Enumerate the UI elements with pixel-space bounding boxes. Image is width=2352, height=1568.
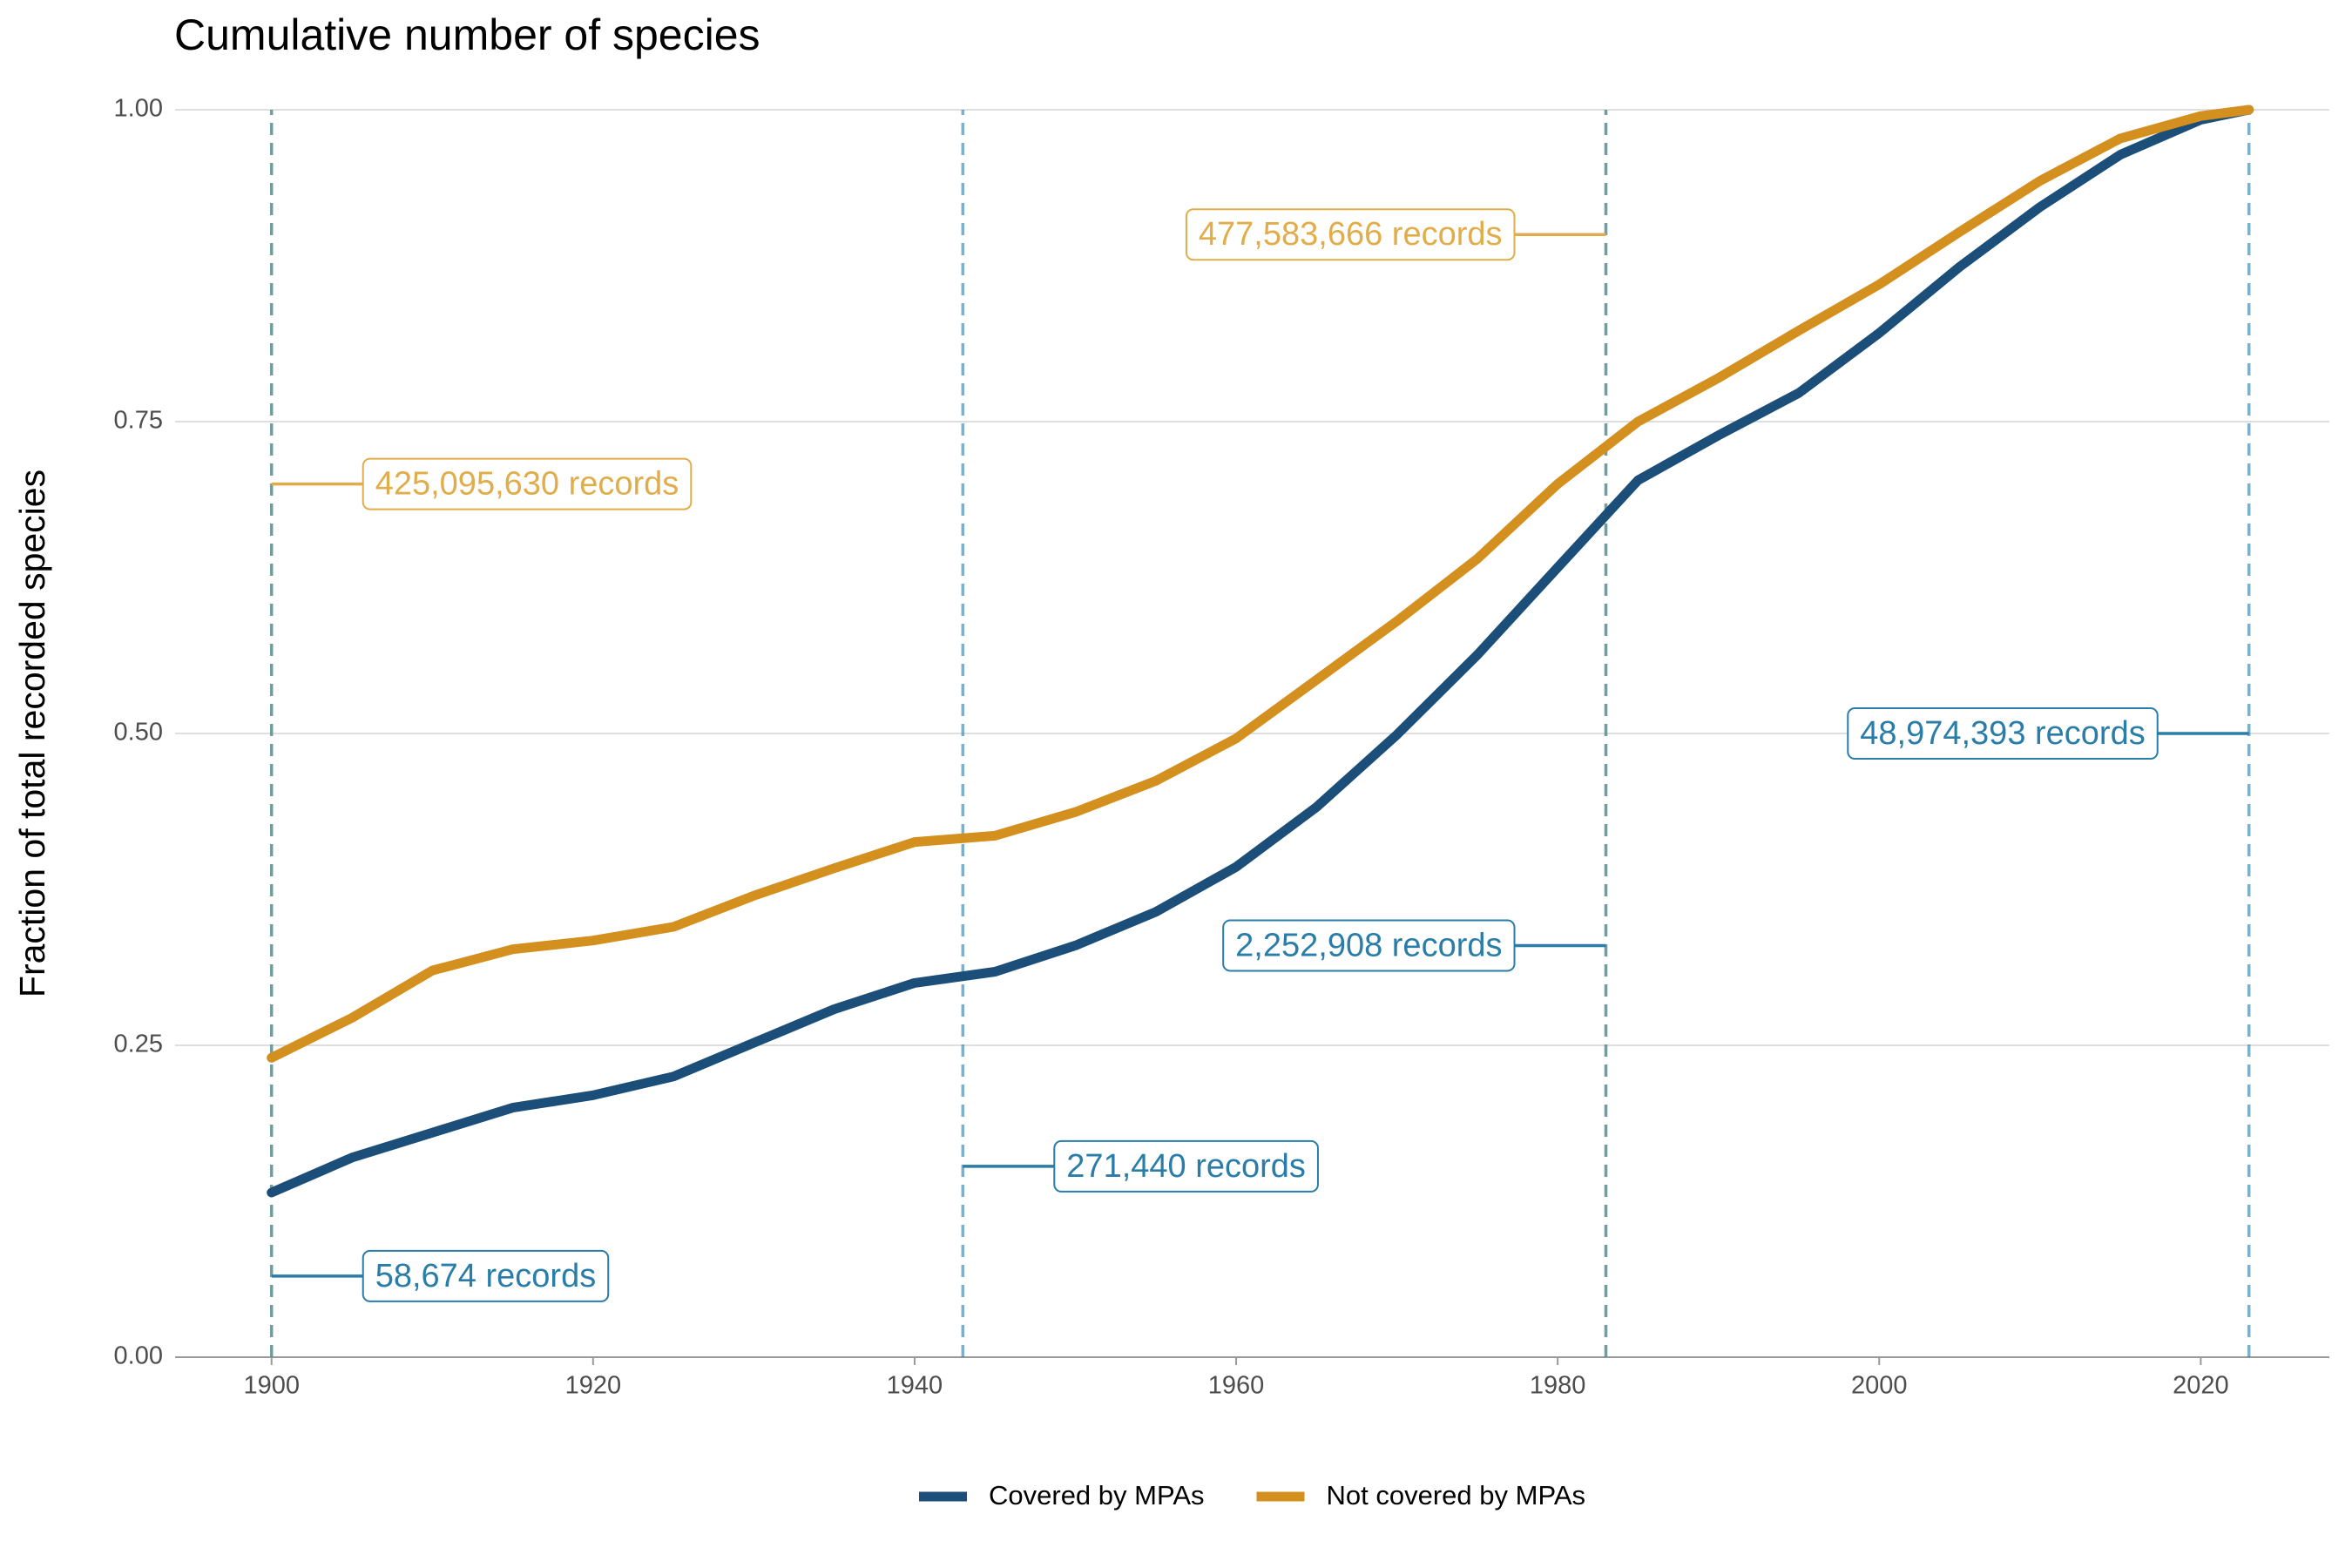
annotation-box xyxy=(1847,707,2159,760)
annotation-box xyxy=(362,1249,610,1302)
annotation: 477,583,666 records xyxy=(1185,208,1606,261)
legend-label: Not covered by MPAs xyxy=(1327,1480,1585,1511)
x-tick-label: 1920 xyxy=(565,1372,622,1400)
legend-label: Covered by MPAs xyxy=(989,1480,1205,1511)
y-tick-label: 0.50 xyxy=(114,719,163,747)
annotation: 2,252,908 records xyxy=(1222,919,1606,972)
series-line xyxy=(267,105,2254,1063)
y-axis-title: Fraction of total recorded species xyxy=(12,470,52,997)
x-tick-label: 2020 xyxy=(2173,1372,2229,1400)
series-line xyxy=(267,105,2254,1198)
annotation-label: 477,583,666 records xyxy=(1199,216,1503,253)
annotation: 425,095,630 records xyxy=(271,457,693,510)
x-tick-label: 1960 xyxy=(1208,1372,1265,1400)
annotation-label: 48,974,393 records xyxy=(1860,715,2145,752)
chart-title: Cumulative number of species xyxy=(174,10,760,59)
x-tick-label: 1900 xyxy=(243,1372,300,1400)
annotation: 48,974,393 records xyxy=(1847,707,2249,760)
x-tick-label: 1940 xyxy=(887,1372,943,1400)
annotation-box xyxy=(362,457,693,510)
y-tick-label: 1.00 xyxy=(114,95,163,123)
annotation-label: 2,252,908 records xyxy=(1235,927,1502,963)
legend: Covered by MPAs Not covered by MPAs xyxy=(919,1480,1585,1511)
y-tick-label: 0.25 xyxy=(114,1031,163,1058)
annotation-label: 271,440 records xyxy=(1066,1148,1306,1185)
y-tick-label: 0.75 xyxy=(114,407,163,435)
annotation-box xyxy=(1185,208,1516,261)
x-tick-label: 1980 xyxy=(1530,1372,1586,1400)
y-tick-label: 0.00 xyxy=(114,1342,163,1370)
annotation-label: 425,095,630 records xyxy=(375,466,679,503)
annotation: 271,440 records xyxy=(963,1139,1319,1193)
annotation-label: 58,674 records xyxy=(375,1258,596,1294)
annotation: 58,674 records xyxy=(271,1249,610,1302)
x-tick-label: 2000 xyxy=(1851,1372,1908,1400)
annotation-box xyxy=(1053,1139,1319,1193)
annotation-box xyxy=(1222,919,1516,972)
